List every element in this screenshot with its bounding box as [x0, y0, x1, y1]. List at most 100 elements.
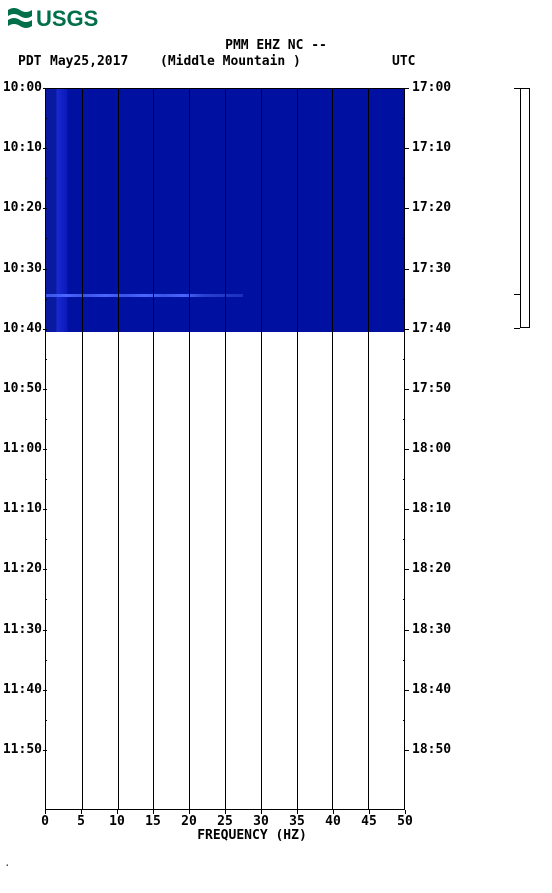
gridline-v: [189, 89, 190, 809]
ytick-minor: [403, 720, 405, 721]
ytick-right-label: 18:30: [412, 622, 451, 637]
ytick-minor: [45, 660, 47, 661]
date-label: May25,2017: [50, 54, 128, 69]
ytick-minor: [45, 118, 47, 119]
ytick-left-label: 10:20: [2, 200, 42, 215]
ytick-minor: [45, 419, 47, 420]
ytick-minor: [45, 359, 47, 360]
footer-mark: .: [4, 856, 11, 869]
xtick-label: 30: [253, 814, 269, 829]
ytick-minor: [403, 599, 405, 600]
ytick-mark: [405, 630, 409, 631]
ytick-right-label: 18:00: [412, 441, 451, 456]
ytick-mark: [405, 269, 409, 270]
ytick-minor: [403, 299, 405, 300]
ytick-mark: [43, 449, 47, 450]
ytick-minor: [45, 178, 47, 179]
xtick-label: 20: [181, 814, 197, 829]
ytick-left-label: 11:00: [2, 441, 42, 456]
ytick-right-label: 17:20: [412, 200, 451, 215]
ytick-minor: [45, 299, 47, 300]
ytick-mark: [405, 329, 409, 330]
chart-title: PMM EHZ NC --: [0, 38, 552, 53]
xtick-label: 40: [325, 814, 341, 829]
ytick-right-label: 17:00: [412, 80, 451, 95]
ytick-left-label: 11:20: [2, 561, 42, 576]
ytick-mark: [43, 630, 47, 631]
ytick-mark: [43, 88, 47, 89]
ytick-right-label: 18:40: [412, 682, 451, 697]
ytick-minor: [403, 660, 405, 661]
ytick-left-label: 10:00: [2, 80, 42, 95]
ytick-right-label: 17:30: [412, 261, 451, 276]
ytick-mark: [43, 269, 47, 270]
ytick-right-label: 17:10: [412, 140, 451, 155]
ytick-left-label: 11:30: [2, 622, 42, 637]
tz-left-label: PDT: [18, 54, 41, 69]
ytick-minor: [403, 359, 405, 360]
xtick-label: 50: [397, 814, 413, 829]
ytick-mark: [405, 509, 409, 510]
ytick-mark: [43, 569, 47, 570]
gridline-v: [153, 89, 154, 809]
ytick-mark: [43, 389, 47, 390]
ytick-minor: [403, 118, 405, 119]
gridline-v: [368, 89, 369, 809]
colorbar-tick: [514, 328, 520, 329]
ytick-left-label: 10:50: [2, 381, 42, 396]
ytick-mark: [405, 208, 409, 209]
svg-text:USGS: USGS: [36, 6, 98, 31]
ytick-mark: [405, 690, 409, 691]
gridline-v: [225, 89, 226, 809]
ytick-left-label: 11:50: [2, 742, 42, 757]
ytick-mark: [405, 750, 409, 751]
xtick-label: 15: [145, 814, 161, 829]
ytick-right-label: 17:40: [412, 321, 451, 336]
ytick-mark: [405, 569, 409, 570]
ytick-mark: [405, 389, 409, 390]
spectrogram-plot: [45, 88, 405, 810]
gridline-v: [82, 89, 83, 809]
location-label: (Middle Mountain ): [160, 54, 301, 69]
colorbar-tick: [514, 294, 520, 295]
ytick-right-label: 18:10: [412, 501, 451, 516]
ytick-mark: [405, 88, 409, 89]
colorbar: [520, 88, 530, 328]
ytick-minor: [45, 599, 47, 600]
ytick-minor: [403, 539, 405, 540]
xtick-label: 45: [361, 814, 377, 829]
ytick-right-label: 18:20: [412, 561, 451, 576]
xtick-label: 35: [289, 814, 305, 829]
xtick-label: 0: [41, 814, 49, 829]
gridline-v: [261, 89, 262, 809]
ytick-mark: [43, 208, 47, 209]
ytick-left-label: 10:40: [2, 321, 42, 336]
ytick-left-label: 10:10: [2, 140, 42, 155]
ytick-minor: [45, 238, 47, 239]
ytick-minor: [403, 238, 405, 239]
ytick-left-label: 11:40: [2, 682, 42, 697]
gridline-v: [297, 89, 298, 809]
gridline-v: [332, 89, 333, 809]
ytick-mark: [43, 148, 47, 149]
ytick-mark: [43, 750, 47, 751]
spectrogram-streak: [46, 294, 243, 297]
usgs-logo: USGS: [6, 4, 100, 32]
ytick-minor: [45, 479, 47, 480]
gridline-v: [118, 89, 119, 809]
x-axis-label: FREQUENCY (HZ): [0, 828, 528, 843]
ytick-left-label: 11:10: [2, 501, 42, 516]
xtick-label: 10: [109, 814, 125, 829]
xtick-label: 5: [77, 814, 85, 829]
tz-right-label: UTC: [392, 54, 415, 69]
ytick-minor: [403, 479, 405, 480]
ytick-mark: [43, 690, 47, 691]
xtick-label: 25: [217, 814, 233, 829]
ytick-right-label: 18:50: [412, 742, 451, 757]
ytick-minor: [403, 178, 405, 179]
colorbar-tick: [514, 88, 520, 89]
ytick-mark: [43, 509, 47, 510]
ytick-mark: [405, 449, 409, 450]
ytick-minor: [45, 539, 47, 540]
ytick-minor: [403, 419, 405, 420]
